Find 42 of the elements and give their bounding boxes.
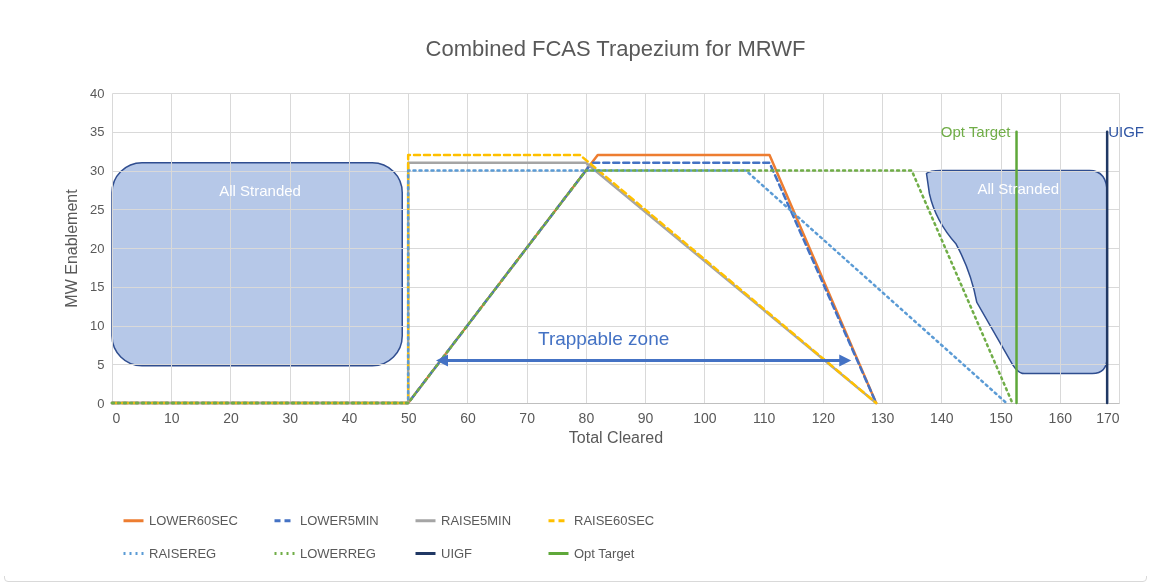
x-tick-label: 0 xyxy=(112,409,121,426)
y-axis-title: MW Enablement xyxy=(63,188,81,308)
x-tick-label: 70 xyxy=(519,409,536,426)
legend-label: UIGF xyxy=(441,545,473,561)
x-tick-label: 80 xyxy=(578,409,595,426)
legend-label: LOWERREG xyxy=(300,545,376,561)
x-tick-label: 10 xyxy=(163,409,180,426)
y-tick-label: 20 xyxy=(90,240,105,256)
x-tick-label: 20 xyxy=(223,409,239,426)
x-tick-label: 120 xyxy=(811,409,836,426)
y-tick-label: 10 xyxy=(90,318,105,333)
y-tick-label: 30 xyxy=(90,163,105,178)
x-tick-label: 50 xyxy=(400,409,417,426)
y-tick-label: 25 xyxy=(90,201,105,217)
y-tick-label: 5 xyxy=(97,356,105,372)
annotation: All Stranded xyxy=(219,182,301,200)
legend-label: RAISE5MIN xyxy=(441,512,512,528)
chart-title: Combined FCAS Trapezium for MRWF xyxy=(425,36,806,61)
x-axis-title: Total Cleared xyxy=(568,428,664,446)
annotation: UIGF xyxy=(1108,122,1144,140)
y-tick-label: 15 xyxy=(90,279,105,295)
x-tick-label: 90 xyxy=(637,409,654,426)
annotation: Trappable zone xyxy=(537,327,670,349)
legend-label: Opt Target xyxy=(574,545,635,561)
x-tick-label: 60 xyxy=(460,409,476,426)
y-tick-label: 35 xyxy=(90,124,105,140)
x-tick-label: 110 xyxy=(752,409,776,426)
y-tick-label: 0 xyxy=(97,395,105,411)
x-tick-label: 150 xyxy=(989,409,1013,426)
y-tick-label: 40 xyxy=(90,85,105,101)
legend-label: LOWER5MIN xyxy=(300,512,379,528)
x-tick-label: 130 xyxy=(870,409,895,426)
x-tick-label: 30 xyxy=(282,409,299,426)
x-tick-label: 160 xyxy=(1048,409,1073,426)
x-tick-label: 40 xyxy=(341,409,358,426)
x-tick-label: 100 xyxy=(693,409,717,426)
legend-label: RAISE60SEC xyxy=(574,512,655,528)
legend-label: LOWER60SEC xyxy=(149,512,238,528)
x-tick-label: 140 xyxy=(930,409,954,426)
annotation: Opt Target xyxy=(940,122,1012,140)
x-tick-label: 170 xyxy=(1096,409,1120,426)
legend-label: RAISEREG xyxy=(149,545,217,561)
